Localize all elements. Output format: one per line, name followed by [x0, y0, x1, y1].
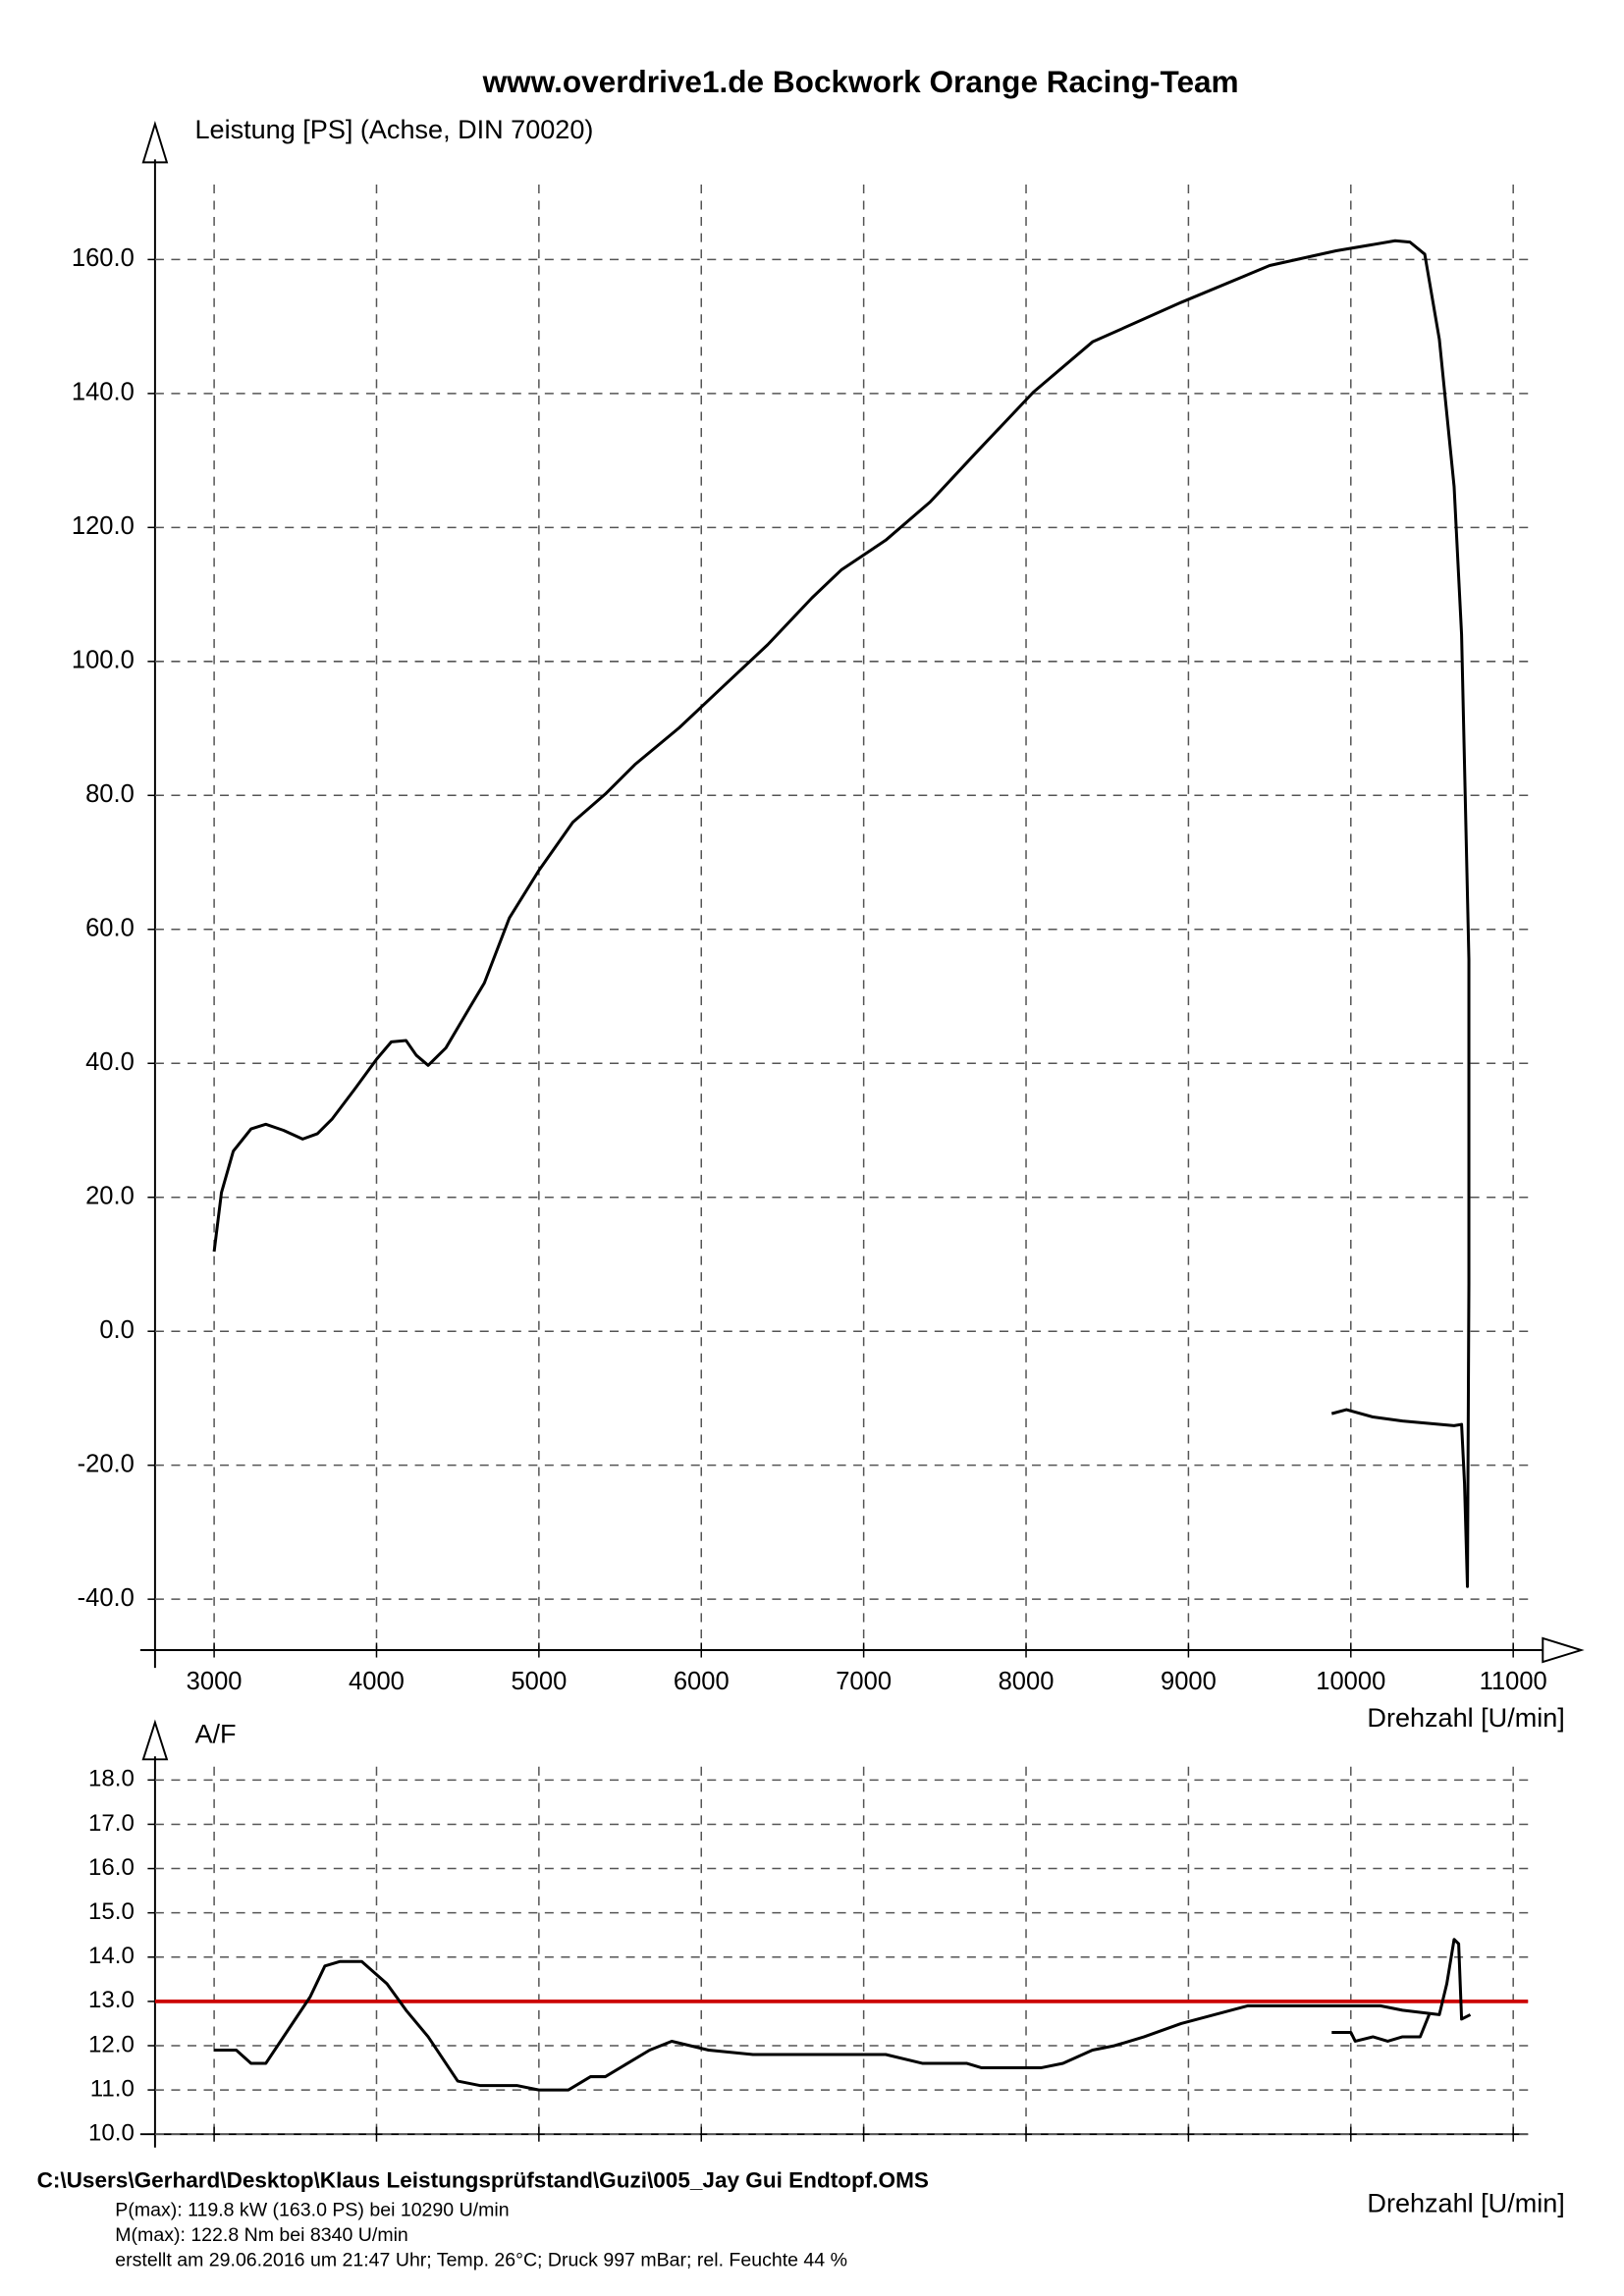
x-tick-label: 11000	[1480, 1668, 1547, 1695]
y-axis-arrow	[141, 120, 169, 164]
y-tick-label: 10.0	[88, 2120, 135, 2147]
footer-line: erstellt am 29.06.2016 um 21:47 Uhr; Tem…	[115, 2250, 847, 2271]
y-axis-arrow	[141, 1719, 169, 1761]
y-tick-label: 16.0	[88, 1854, 135, 1881]
y-tick-label: 40.0	[85, 1048, 135, 1076]
x-tick-label: 6000	[674, 1668, 730, 1695]
y-tick-label: 15.0	[88, 1898, 135, 1925]
y-tick-label: 140.0	[72, 379, 135, 406]
x-tick-label: 4000	[349, 1668, 405, 1695]
footer-line: P(max): 119.8 kW (163.0 PS) bei 10290 U/…	[115, 2200, 509, 2221]
data-line	[214, 1938, 1472, 2092]
y-tick-label: 0.0	[99, 1316, 135, 1344]
x-tick-label: 3000	[187, 1668, 243, 1695]
y-tick-label: 17.0	[88, 1810, 135, 1837]
x-tick-label: 5000	[511, 1668, 567, 1695]
x-axis-label: Drehzahl [U/min]	[1367, 2189, 1564, 2218]
x-tick-label: 7000	[836, 1668, 892, 1695]
x-axis-arrow	[1542, 1636, 1585, 1664]
y-tick-label: 120.0	[72, 512, 135, 540]
y-tick-label: 11.0	[90, 2075, 135, 2102]
y-axis-label: Leistung [PS] (Achse, DIN 70020)	[194, 115, 593, 144]
y-tick-label: 20.0	[85, 1182, 135, 1209]
x-tick-label: 10000	[1316, 1668, 1385, 1695]
y-tick-label: -20.0	[78, 1450, 135, 1477]
data-line	[212, 239, 1471, 1588]
x-tick-label: 8000	[999, 1668, 1055, 1695]
y-axis-label: A/F	[194, 1719, 236, 1748]
y-tick-label: 100.0	[72, 647, 135, 674]
footer-line: M(max): 122.8 Nm bei 8340 U/min	[115, 2224, 408, 2246]
y-tick-label: -40.0	[78, 1584, 135, 1612]
y-tick-label: 160.0	[72, 244, 135, 272]
y-tick-label: 60.0	[85, 915, 135, 942]
y-tick-label: 18.0	[88, 1766, 135, 1792]
chart-title: www.overdrive1.de Bockwork Orange Racing…	[482, 64, 1239, 99]
x-tick-label: 9000	[1161, 1668, 1217, 1695]
y-tick-label: 14.0	[88, 1943, 135, 1969]
file-path: C:\Users\Gerhard\Desktop\Klaus Leistungs…	[37, 2167, 929, 2192]
y-tick-label: 13.0	[88, 1987, 135, 2013]
y-tick-label: 12.0	[88, 2031, 135, 2057]
x-axis-label: Drehzahl [U/min]	[1367, 1703, 1564, 1733]
y-tick-label: 80.0	[85, 780, 135, 808]
